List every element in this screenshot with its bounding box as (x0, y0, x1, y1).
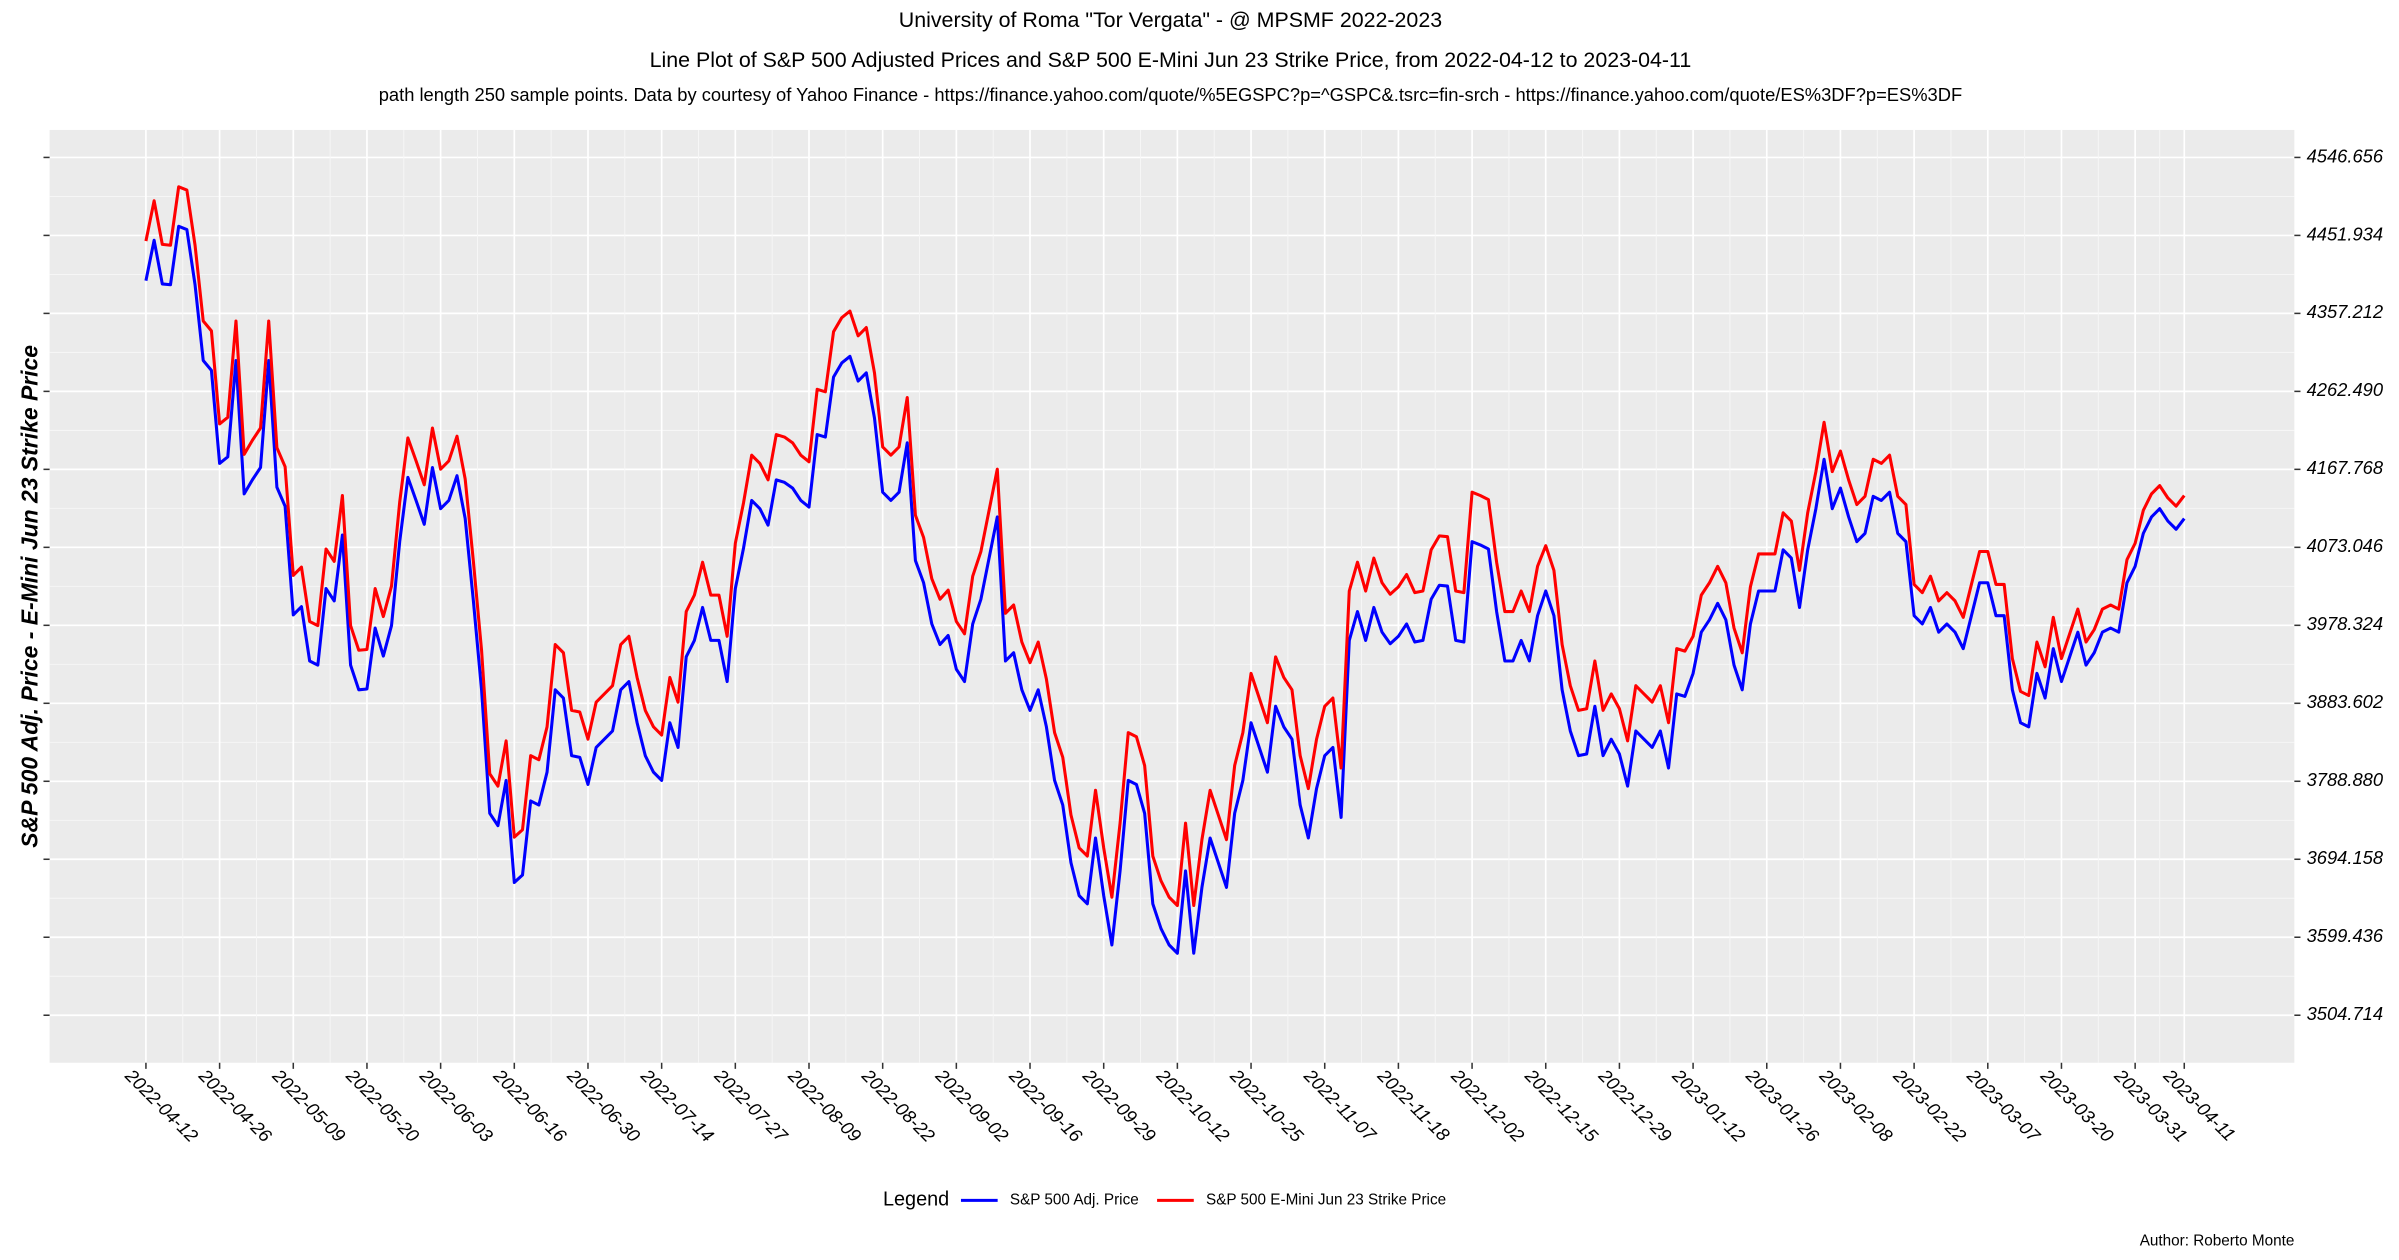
x-tick-label: 2023-01-26 (1741, 1064, 1823, 1146)
legend-label: S&P 500 Adj. Price (1010, 1191, 1139, 1208)
x-tick-label: 2023-03-07 (1962, 1064, 2044, 1146)
y-tick-label: 4451.934 (2307, 223, 2383, 244)
x-tick-label: 2022-07-27 (710, 1064, 792, 1146)
x-tick-label: 2022-04-12 (121, 1064, 203, 1146)
y-tick-label: 3504.714 (2307, 1003, 2383, 1024)
y-tick-label: 3883.602 (2307, 691, 2383, 712)
x-tick-label: 2022-09-02 (931, 1064, 1013, 1146)
x-tick-label: 2023-02-22 (1889, 1064, 1971, 1146)
x-tick-label: 2022-12-15 (1520, 1064, 1602, 1146)
y-tick-label: 3694.158 (2307, 847, 2384, 868)
y-axis-label: S&P 500 Adj. Price - E-Mini Jun 23 Strik… (16, 345, 42, 848)
y-tick-label: 4262.490 (2307, 379, 2384, 400)
x-tick-label: 2022-12-02 (1447, 1064, 1529, 1146)
y-tick-label: 4073.046 (2307, 535, 2384, 556)
y-tick-label: 4357.212 (2307, 301, 2383, 322)
caption: Author: Roberto Monte (2140, 1233, 2295, 1250)
x-tick-label: 2022-05-20 (342, 1064, 424, 1146)
x-tick-label: 2022-06-30 (563, 1064, 645, 1146)
x-tick-label: 2022-10-25 (1226, 1064, 1308, 1146)
x-tick-label: 2022-06-03 (415, 1064, 497, 1146)
lines (144, 185, 2186, 955)
y-tick-label: 3599.436 (2307, 925, 2384, 946)
x-tick-label: 2023-01-12 (1668, 1064, 1750, 1146)
x-tick-label: 2022-08-22 (857, 1064, 939, 1146)
x-tick-label: 2023-03-20 (2036, 1064, 2118, 1146)
chart-subtitle: path length 250 sample points. Data by c… (379, 84, 1962, 105)
x-tick-label: 2022-09-29 (1078, 1064, 1160, 1146)
grid (49, 129, 2295, 1063)
series-line (144, 185, 2186, 908)
series-line (144, 224, 2186, 955)
y-tick-label: 4167.768 (2307, 457, 2384, 478)
plot-panel (49, 129, 2295, 1063)
x-tick-label: 2022-04-26 (194, 1064, 276, 1146)
x-tick-label: 2023-02-08 (1815, 1064, 1897, 1146)
y-tick-label: 4546.656 (2307, 145, 2384, 166)
x-tick-label: 2022-11-07 (1299, 1064, 1380, 1145)
x-tick-label: 2022-11-18 (1373, 1064, 1454, 1145)
x-tick-label: 2022-05-09 (268, 1064, 350, 1146)
chart-title: University of Roma "Tor Vergata" - @ MPS… (899, 8, 1442, 32)
x-tick-label: 2022-07-14 (636, 1064, 718, 1146)
legend: Legend S&P 500 Adj. Price S&P 500 E-Mini J… (883, 1189, 1446, 1211)
y-tick-label: 3788.880 (2307, 769, 2384, 790)
x-tick-label: 2022-10-12 (1152, 1064, 1234, 1146)
x-tick-label: 2022-12-29 (1594, 1064, 1676, 1146)
y-tick-label: 3978.324 (2307, 613, 2383, 634)
legend-title: Legend (883, 1189, 949, 1211)
chart-subtitle: Line Plot of S&P 500 Adjusted Prices and… (650, 48, 1692, 72)
legend-label: S&P 500 E-Mini Jun 23 Strike Price (1206, 1191, 1446, 1208)
x-tick-label: 2022-06-16 (489, 1064, 571, 1146)
x-tick-label: 2022-08-09 (784, 1064, 866, 1146)
x-tick-label: 2022-09-16 (1005, 1064, 1087, 1146)
